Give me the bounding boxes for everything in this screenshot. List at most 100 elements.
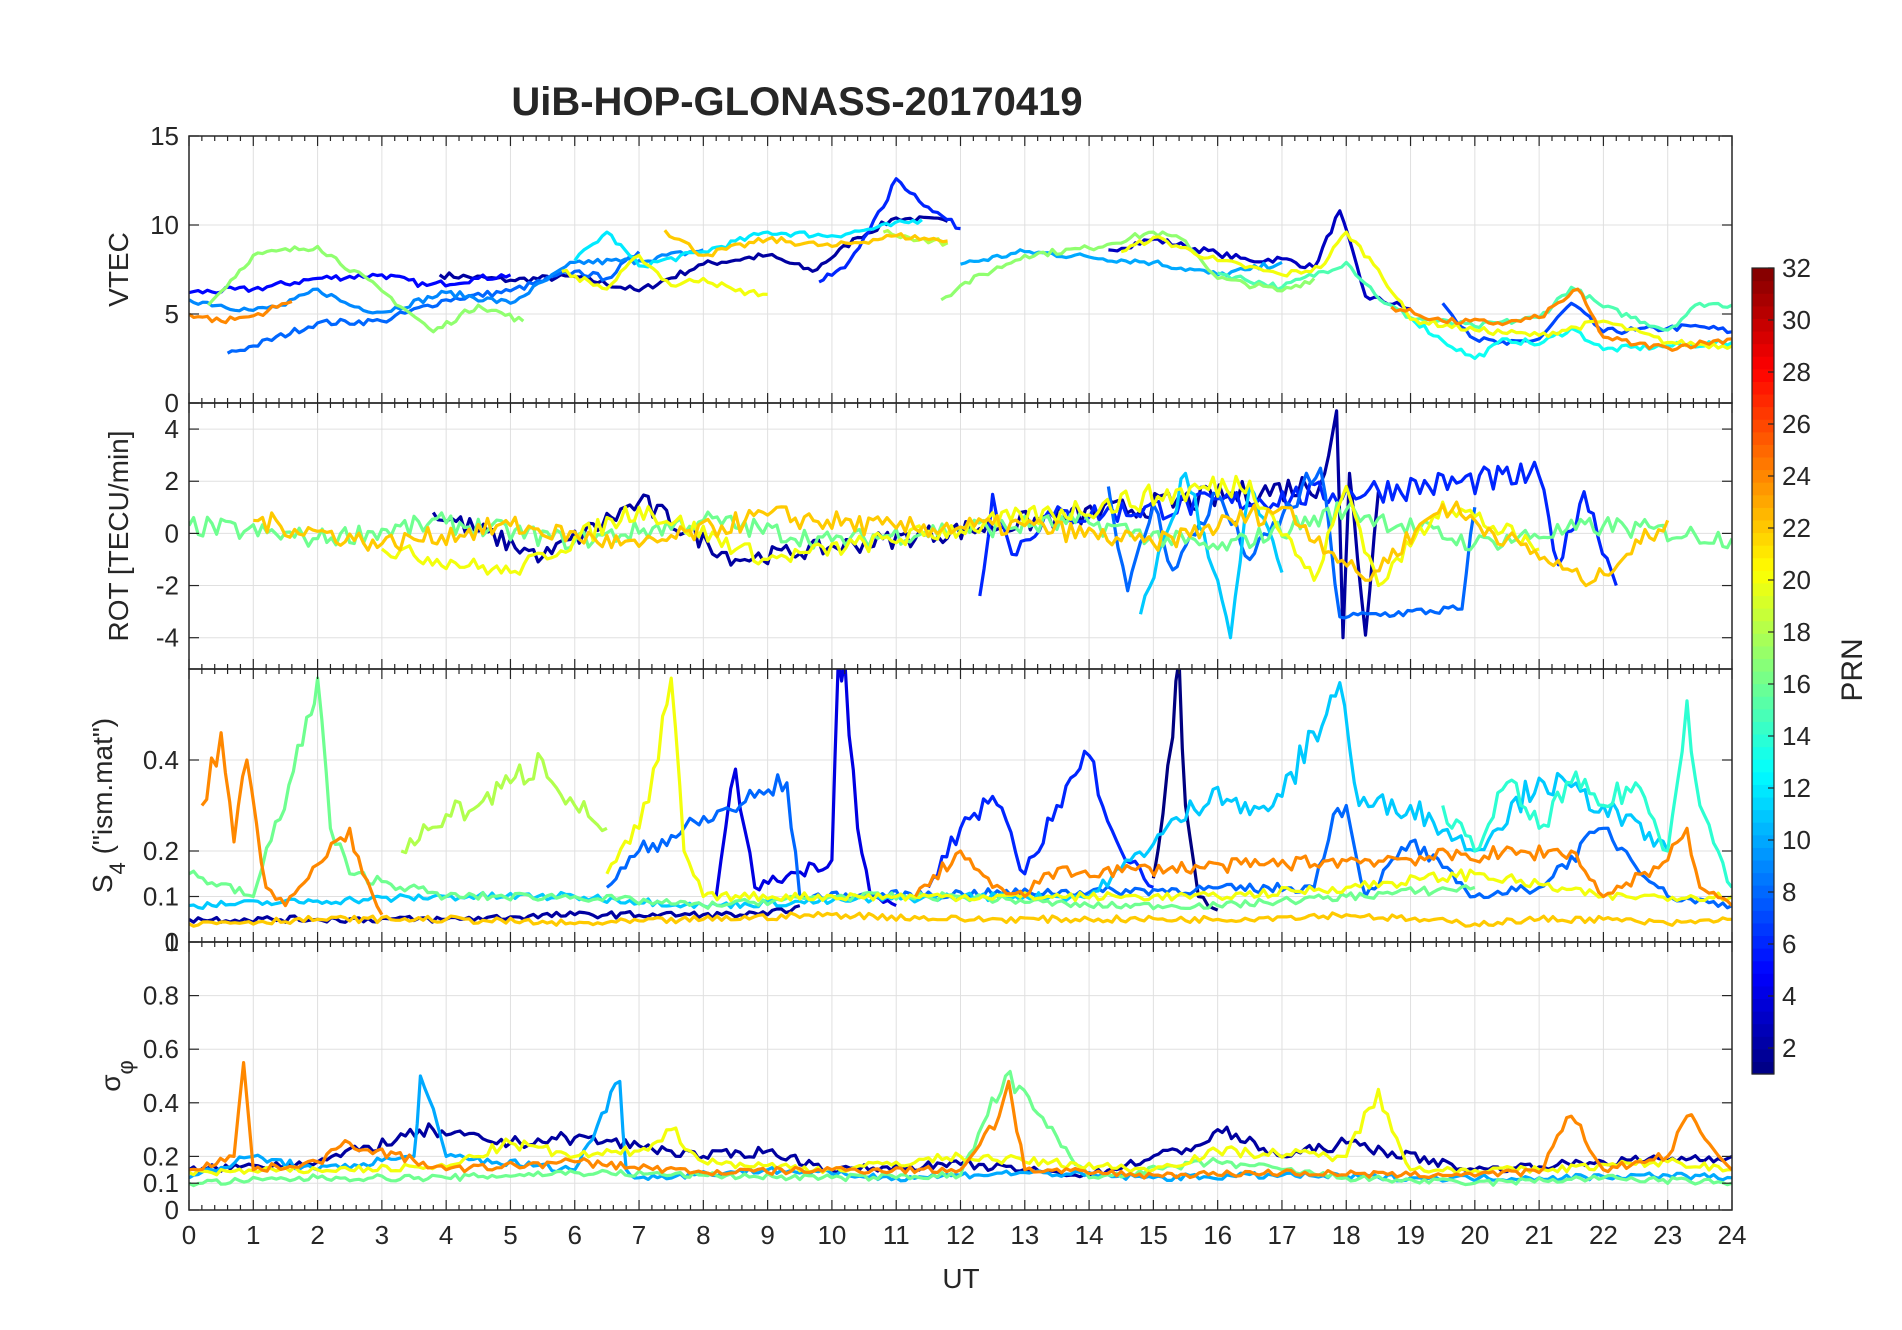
colorbar-swatch [1752,431,1774,445]
series-group-vtec [189,177,1732,361]
colorbar-tick-label: 18 [1782,617,1811,647]
y-tick-label: 0.2 [143,1141,179,1171]
x-tick-label: 8 [696,1220,710,1250]
series-line-prn-20 [1120,230,1732,350]
series-line-prn-24 [189,299,293,325]
colorbar-tick-label: 2 [1782,1033,1796,1063]
colorbar-swatch [1752,973,1774,987]
colorbar-swatch [1752,381,1774,395]
series-line-prn-14 [1441,699,1732,889]
x-tick-label: 21 [1525,1220,1554,1250]
colorbar-swatch [1752,356,1774,370]
y-tick-label: -2 [156,571,179,601]
grid-s4 [188,669,1733,943]
colorbar-swatch [1752,922,1774,937]
colorbar-tick-label: 6 [1782,929,1796,959]
y-axis-label-sigma: σφ [95,1060,138,1092]
colorbar-swatch [1752,305,1774,319]
colorbar-swatch [1752,1048,1774,1063]
y-tick-label: 4 [165,414,179,444]
x-axis-label: UT [942,1263,979,1294]
y-tick-label: 0.6 [143,1034,179,1064]
colorbar-swatch [1752,419,1774,433]
y-tick-label: 10 [150,210,179,240]
y-axis-label-s4: S4 ("ism.mat") [87,718,130,893]
x-tick-label: 14 [1075,1220,1104,1250]
colorbar-swatch [1752,557,1774,571]
colorbar-swatch [1752,582,1774,597]
colorbar-swatch [1752,494,1774,508]
colorbar-swatch [1752,293,1774,307]
y-tick-label: 2 [165,466,179,496]
ticks-s4 [188,669,1733,943]
x-tick-label: 16 [1203,1220,1232,1250]
colorbar-tick-label: 30 [1782,305,1811,335]
series-line-prn-1 [1151,669,1219,912]
colorbar-swatch [1752,948,1774,962]
colorbar-swatch [1752,671,1774,685]
series-line-prn-17 [940,230,1316,302]
colorbar-swatch [1752,519,1774,534]
colorbar-swatch [1752,444,1774,458]
colorbar-frame [1751,267,1775,1075]
grid-vtec [188,135,1733,404]
ticks-rot [188,403,1733,669]
series-group-s4 [189,669,1732,928]
series-line-prn-10 [189,1074,1732,1183]
colorbar-swatch [1752,708,1774,722]
x-tick-label: 24 [1718,1220,1747,1250]
colorbar-swatch [1752,406,1774,420]
x-tick-label: 17 [1267,1220,1296,1250]
series-line-prn-22 [189,910,1732,928]
ticks-sigma [188,942,1733,1211]
colorbar-tick-label: 26 [1782,409,1811,439]
x-tick-label: 3 [375,1220,389,1250]
series-line-prn-7 [1441,301,1732,346]
x-tick-label: 9 [760,1220,774,1250]
x-tick-label: 4 [439,1220,453,1250]
x-tick-label: 6 [568,1220,582,1250]
colorbar-swatch [1752,318,1774,332]
series-group-sigma [189,1061,1732,1188]
panel-s4: 0 0.1 0.2 0.4 S4 ("ism.mat") [87,668,1733,957]
grid-rot [188,403,1733,669]
series-line-prn-5 [189,272,512,295]
x-tick-label: 20 [1460,1220,1489,1250]
x-tick-label: 5 [503,1220,517,1250]
ticks-vtec [188,135,1733,404]
colorbar-swatch [1752,847,1774,861]
colorbar-tick-label: 20 [1782,565,1811,595]
colorbar-swatch [1752,658,1774,672]
colorbar-swatch [1752,696,1774,710]
colorbar-tick-label: 16 [1782,669,1811,699]
series-line-prn-20 [561,253,768,298]
series-line-prn-24 [189,1061,1732,1180]
colorbar-swatch [1752,885,1774,899]
colorbar-swatch [1752,784,1774,798]
series-line-prn-16 [189,1069,1732,1188]
colorbar-swatch [1752,733,1774,748]
colorbar-swatch [1752,633,1774,647]
colorbar-swatch [1752,507,1774,521]
series-line-prn-6 [978,460,1618,597]
x-tick-label: 13 [1010,1220,1039,1250]
colorbar-swatch [1752,482,1774,496]
series-line-prn-6 [818,177,961,284]
x-tick-label: 12 [946,1220,975,1250]
colorbar-tick-label: 14 [1782,721,1811,751]
colorbar-swatch [1752,935,1774,949]
series-line-prn-6 [926,749,1154,889]
y-tick-label: 0.8 [143,981,179,1011]
colorbar-tick-label: 12 [1782,773,1811,803]
colorbar-swatch [1752,771,1774,785]
colorbar-swatch [1752,1061,1774,1075]
colorbar-swatch [1752,998,1774,1012]
series-line-prn-15 [1217,260,1732,332]
series-line-prn-24 [1390,287,1732,352]
y-tick-label: 0 [165,388,179,418]
colorbar-tick-label: 10 [1782,825,1811,855]
colorbar-swatch [1752,796,1774,811]
y-tick-label: 15 [150,121,179,151]
